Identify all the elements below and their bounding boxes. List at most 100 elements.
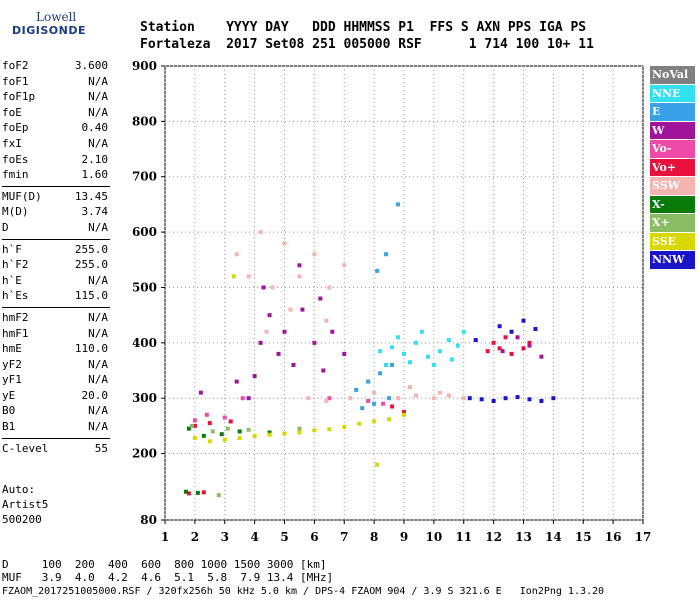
x-grid-dot [343,338,345,339]
param-label: h`E [2,273,22,287]
x-grid-dot [313,274,315,275]
y-grid-dot [549,397,550,399]
x-grid-dot [493,378,495,379]
data-point-nnw [473,338,478,343]
y-grid-dot [565,453,566,455]
x-grid-dot [254,514,256,515]
y-grid-dot [313,65,314,67]
x-tick-label: 6 [310,530,318,544]
x-grid-dot [612,218,614,219]
y-grid-dot [225,519,226,521]
y-grid-dot [209,286,210,288]
x-grid-dot [164,298,166,299]
y-grid-dot [341,120,342,122]
y-grid-dot [421,120,422,122]
x-grid-dot [463,290,465,291]
y-grid-dot [273,397,274,399]
y-grid-dot [173,397,174,399]
x-grid-dot [493,298,495,299]
x-grid-dot [373,170,375,171]
y-grid-dot [493,397,494,399]
x-grid-dot [284,486,285,487]
y-grid-dot [201,342,202,344]
x-grid-dot [642,490,644,491]
y-grid-dot [217,176,218,178]
x-grid-dot [373,250,375,251]
x-grid-dot [523,342,524,343]
y-grid-dot [569,342,570,344]
x-grid-dot [313,362,315,363]
y-grid-dot [401,286,402,288]
y-grid-dot [405,65,406,67]
x-grid-dot [493,250,495,251]
x-grid-dot [403,166,405,167]
x-grid-dot [313,378,315,379]
y-grid-dot [325,519,326,521]
y-grid-dot [241,231,242,233]
x-grid-dot [552,358,554,359]
x-grid-dot [642,142,644,143]
x-grid-dot [433,158,435,159]
x-grid-dot [224,350,226,351]
y-grid-dot [561,453,562,455]
x-grid-dot [224,154,226,155]
y-grid-dot [237,120,238,122]
x-grid-dot [284,414,285,415]
x-grid-dot [493,374,495,375]
x-grid-dot [313,466,315,467]
x-grid-dot [433,258,435,259]
param-row: foEp 0.40 [2,120,110,136]
y-grid-dot [545,65,546,67]
x-grid-dot [194,258,196,259]
x-tick-label: 15 [575,530,592,544]
x-grid-dot [493,486,495,487]
param-row: foF1p N/A [2,89,110,105]
x-grid-dot [612,338,614,339]
x-grid-dot [433,162,435,163]
x-grid-dot [612,314,614,315]
y-grid-dot [461,65,462,67]
x-grid-dot [224,314,226,315]
x-grid-dot [194,314,196,315]
x-grid-dot [582,206,584,207]
y-grid-dot [629,397,630,399]
y-grid-dot [217,453,218,455]
x-grid-dot [493,350,495,351]
data-point-sse [231,274,236,279]
data-point-vo- [327,396,332,401]
x-grid-dot [224,446,226,447]
y-grid-dot [597,65,598,67]
y-grid-dot [553,120,554,122]
x-grid-dot [463,426,465,427]
x-grid-dot [642,306,644,307]
x-grid-dot [523,142,524,143]
x-grid-dot [194,130,196,131]
y-grid-dot [457,231,458,233]
x-grid-dot [284,126,285,127]
x-grid-dot [403,86,405,87]
x-grid-dot [194,214,196,215]
param-separator [2,185,110,187]
x-grid-dot [523,106,524,107]
y-grid-dot [477,65,478,67]
x-grid-dot [164,274,166,275]
x-grid-dot [373,274,375,275]
y-grid-dot [633,342,634,344]
x-grid-dot [194,270,196,271]
x-grid-dot [164,106,166,107]
y-grid-dot [417,397,418,399]
x-grid-dot [403,422,405,423]
y-grid-dot [453,176,454,178]
x-grid-dot [433,466,435,467]
x-grid-dot [523,338,524,339]
x-grid-dot [373,470,375,471]
y-grid-dot [597,519,598,521]
x-grid-dot [612,318,614,319]
y-grid-dot [177,231,178,233]
x-grid-dot [403,386,405,387]
y-grid-dot [185,120,186,122]
x-grid-dot [403,330,405,331]
x-grid-dot [164,98,166,99]
x-grid-dot [343,302,345,303]
y-grid-dot [577,453,578,455]
